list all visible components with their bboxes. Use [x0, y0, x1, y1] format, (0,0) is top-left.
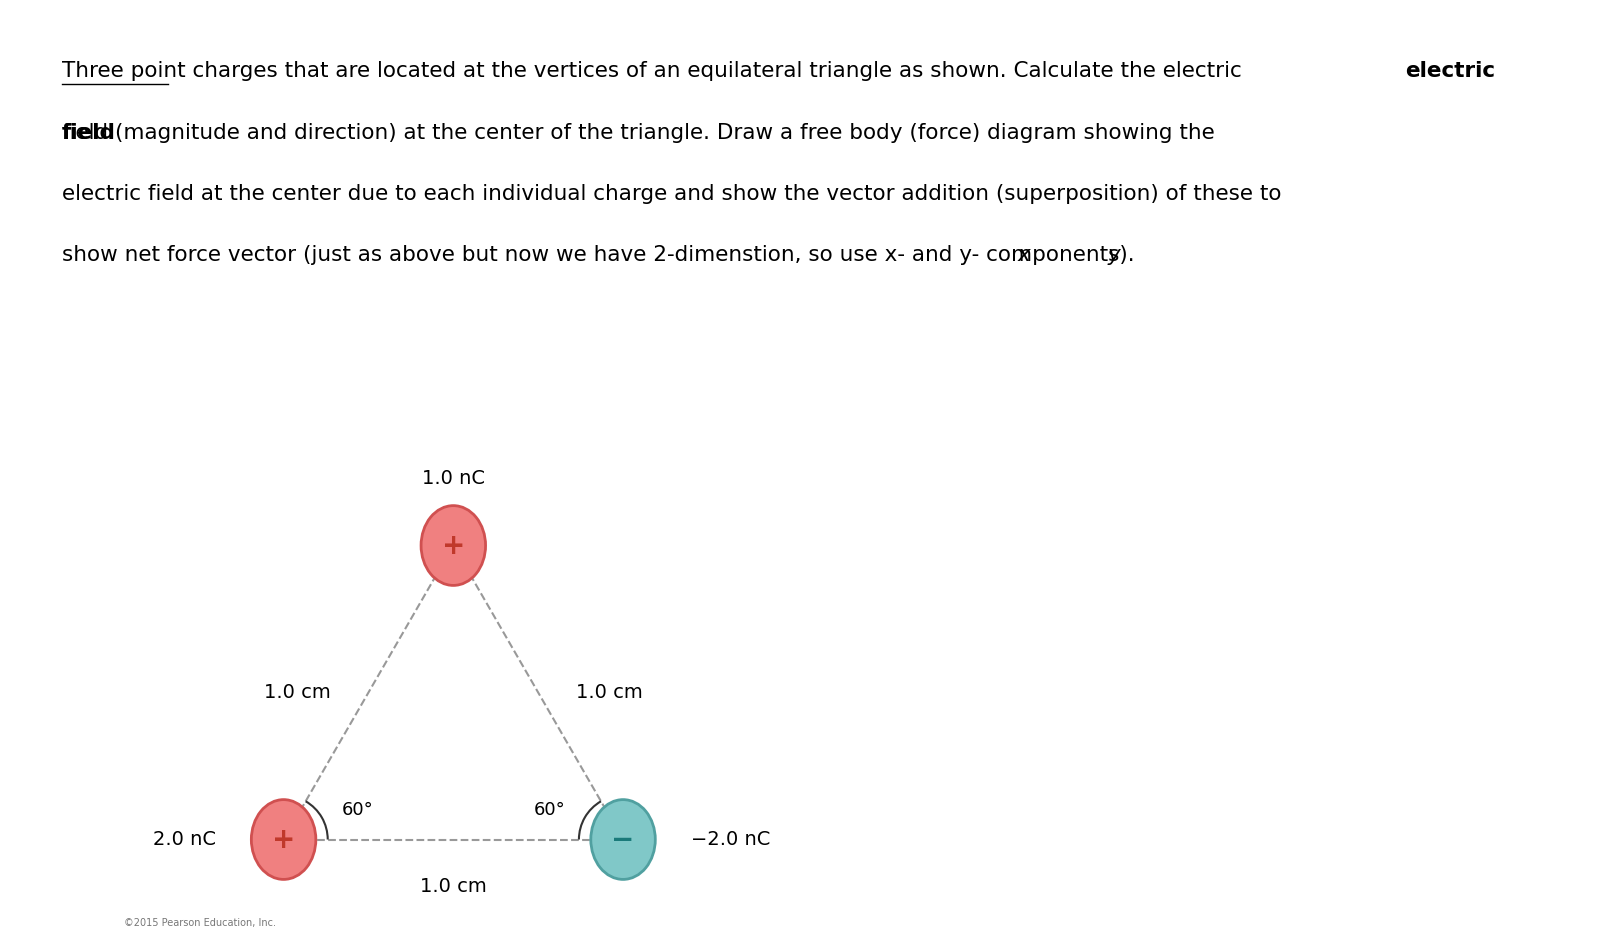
Ellipse shape	[591, 800, 656, 880]
Text: field (magnitude and direction) at the center of the triangle. Draw a free body : field (magnitude and direction) at the c…	[62, 123, 1214, 143]
Text: Three point charges that are located at the vertices of an equilateral triangle : Three point charges that are located at …	[62, 61, 1242, 81]
Text: 1.0 cm: 1.0 cm	[264, 683, 332, 702]
Text: 2.0 nC: 2.0 nC	[152, 830, 215, 849]
Text: y: y	[1107, 245, 1120, 265]
Text: 60°: 60°	[534, 801, 565, 819]
Text: ©2015 Pearson Education, Inc.: ©2015 Pearson Education, Inc.	[125, 918, 275, 928]
Text: 1.0 cm: 1.0 cm	[419, 877, 487, 896]
Text: 60°: 60°	[342, 801, 372, 819]
Text: −: −	[612, 825, 635, 853]
Ellipse shape	[251, 800, 316, 880]
Text: show net force vector (just as above but now we have 2-dimenstion, so use x- and: show net force vector (just as above but…	[62, 245, 1135, 265]
Text: +: +	[272, 825, 295, 853]
Text: +: +	[442, 531, 465, 560]
Text: electric: electric	[1405, 61, 1494, 81]
Text: field: field	[62, 123, 115, 143]
Ellipse shape	[421, 506, 486, 585]
Text: electric field at the center due to each individual charge and show the vector a: electric field at the center due to each…	[62, 184, 1281, 204]
Text: x: x	[1017, 245, 1030, 265]
Text: 1.0 nC: 1.0 nC	[423, 469, 484, 488]
Text: −2.0 nC: −2.0 nC	[691, 830, 771, 849]
Text: 1.0 cm: 1.0 cm	[575, 683, 643, 702]
